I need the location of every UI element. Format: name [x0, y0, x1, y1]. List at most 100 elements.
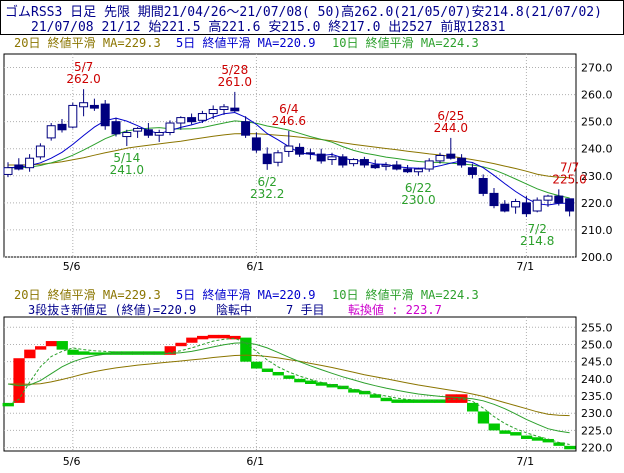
candle-body — [187, 117, 197, 123]
candle-body — [133, 127, 143, 132]
renko-brick — [423, 399, 436, 403]
candle-body — [435, 155, 445, 162]
renko-brick — [272, 371, 284, 376]
candle-body — [100, 103, 110, 127]
annotation-value: 262.0 — [66, 72, 100, 86]
renko-brick — [45, 341, 58, 347]
candle-body — [403, 168, 413, 173]
candle-body — [143, 129, 153, 136]
legend-ma10: 10日 終値平滑 MA=224.3 — [332, 35, 479, 50]
renko-brick — [24, 349, 36, 359]
annotation-date: 6/22 — [405, 181, 432, 195]
renko-brick — [261, 368, 274, 372]
renko-brick — [283, 375, 295, 379]
candle-body — [241, 121, 251, 136]
annotation-value: 225.0 — [552, 172, 586, 186]
y-tick-label: 240.0 — [581, 373, 613, 386]
renko-brick — [467, 402, 479, 412]
candle-body — [413, 168, 423, 173]
annotation-value: 246.6 — [272, 114, 306, 128]
candle-body — [154, 131, 164, 136]
renko-brick — [13, 358, 25, 403]
renko-brick — [251, 361, 263, 369]
candle-body — [273, 152, 283, 163]
y-tick-label: 230.0 — [581, 407, 613, 420]
renko-panel-frame — [3, 316, 577, 452]
renko-brick — [521, 435, 533, 439]
candle-body — [392, 164, 402, 170]
renko-brick — [359, 390, 371, 395]
annotation-value: 230.0 — [401, 193, 435, 207]
legend-ma5: 5日 終値平滑 MA=220.9 — [176, 35, 315, 50]
annotation-date: 5/14 — [113, 151, 140, 165]
renko-brick — [207, 334, 220, 339]
candle-body — [316, 153, 326, 162]
renko-brick — [240, 337, 252, 362]
candle-body — [46, 125, 56, 139]
ma10-line — [8, 120, 570, 199]
candle-body — [111, 121, 121, 135]
candle-body — [554, 195, 564, 204]
renko-brick — [445, 394, 457, 403]
renko-brick — [564, 445, 576, 450]
candle-body — [219, 106, 229, 110]
renko-brick — [434, 399, 446, 403]
header-line-2: 21/07/08 21/12 始221.5 高221.6 安215.0 終217… — [31, 20, 506, 35]
renko-brick — [510, 432, 522, 436]
y-tick-label: 210.0 — [581, 224, 613, 237]
candle-body — [25, 157, 35, 169]
renko-brick — [326, 384, 338, 388]
renko-brick — [164, 346, 176, 355]
header-line-1: ゴムRSS3 日足 先限 期間21/04/26～21/07/08( 50)高26… — [5, 5, 602, 20]
renko-brick — [499, 430, 511, 434]
candle-body — [424, 160, 434, 170]
renko-brick — [35, 346, 47, 350]
renko-brick — [218, 334, 230, 339]
candle-body — [381, 164, 391, 167]
renko-brick — [531, 437, 544, 441]
x-tick-label: 7/1 — [516, 260, 534, 273]
renko-brick — [229, 335, 241, 340]
renko-brick — [553, 442, 565, 446]
candle-body — [511, 201, 521, 208]
candle-body — [500, 203, 510, 212]
candle-body — [14, 164, 24, 170]
renko-brick — [175, 342, 187, 347]
legend-ma20: 20日 終値平滑 MA=229.3 — [14, 35, 161, 50]
renko-ma5-line — [7, 337, 570, 445]
annotation-value: 244.0 — [434, 121, 468, 135]
annotation-date: 7/2 — [528, 222, 547, 236]
candle-body — [68, 104, 78, 128]
renko-brick — [315, 382, 328, 386]
candle-body — [230, 107, 240, 112]
renko-brick — [67, 349, 79, 355]
renko-brick — [391, 399, 403, 403]
annotation-date: 6/2 — [258, 175, 277, 189]
renko-brick — [56, 341, 68, 350]
candle-body — [489, 192, 499, 207]
y-tick-label: 250.0 — [581, 338, 613, 351]
candle-body — [478, 178, 488, 194]
legend2-ma10: 10日 終値平滑 MA=224.3 — [332, 287, 479, 302]
renko-brick — [488, 423, 500, 431]
renko-ma10-line — [7, 342, 570, 434]
x-tick-label: 5/6 — [63, 455, 81, 468]
y-tick-label: 245.0 — [581, 356, 613, 369]
annotation-date: 5/7 — [74, 60, 93, 74]
y-tick-label: 235.0 — [581, 390, 613, 403]
candle-body — [122, 131, 132, 138]
annotation-value: 241.0 — [110, 163, 144, 177]
renko-brick — [294, 378, 306, 383]
y-tick-label: 260.0 — [581, 89, 613, 102]
candle-body — [262, 153, 272, 165]
renko-brick — [78, 351, 90, 355]
chart-header: ゴムRSS3 日足 先限 期間21/04/26～21/07/08( 50)高26… — [0, 0, 624, 35]
renko-brick — [89, 352, 101, 355]
annotation-value: 232.2 — [250, 187, 284, 201]
renko-brick — [305, 380, 317, 384]
annotation-value: 214.8 — [520, 234, 554, 248]
renko-count: 7 手目 — [286, 303, 324, 317]
candle-body — [57, 123, 67, 131]
candle-body — [35, 145, 45, 158]
y-tick-label: 225.0 — [581, 424, 613, 437]
